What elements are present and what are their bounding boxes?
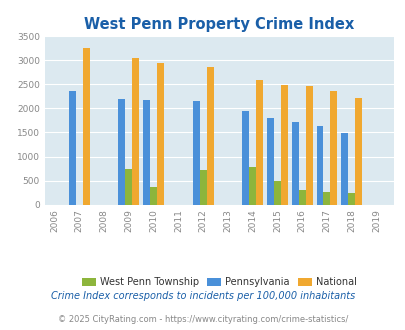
Legend: West Penn Township, Pennsylvania, National: West Penn Township, Pennsylvania, Nation… — [77, 274, 360, 291]
Bar — [143, 100, 150, 205]
Bar — [118, 99, 125, 205]
Bar — [242, 111, 249, 205]
Bar — [280, 85, 287, 205]
Text: © 2025 CityRating.com - https://www.cityrating.com/crime-statistics/: © 2025 CityRating.com - https://www.city… — [58, 315, 347, 324]
Bar — [266, 118, 273, 205]
Bar — [249, 167, 256, 205]
Bar — [199, 170, 206, 205]
Bar — [330, 91, 337, 205]
Bar — [354, 98, 361, 205]
Bar — [291, 122, 298, 205]
Text: Crime Index corresponds to incidents per 100,000 inhabitants: Crime Index corresponds to incidents per… — [51, 291, 354, 301]
Bar — [83, 48, 90, 205]
Bar — [132, 58, 139, 205]
Bar — [125, 169, 132, 205]
Bar — [298, 190, 305, 205]
Bar — [341, 133, 347, 205]
Bar — [192, 101, 199, 205]
Bar — [323, 192, 330, 205]
Bar — [206, 67, 213, 205]
Bar — [256, 80, 262, 205]
Bar — [150, 187, 157, 205]
Bar — [305, 86, 312, 205]
Bar — [157, 63, 164, 205]
Bar — [316, 126, 323, 205]
Bar — [273, 181, 280, 205]
Title: West Penn Property Crime Index: West Penn Property Crime Index — [84, 17, 354, 32]
Bar — [347, 193, 354, 205]
Bar — [69, 91, 76, 205]
